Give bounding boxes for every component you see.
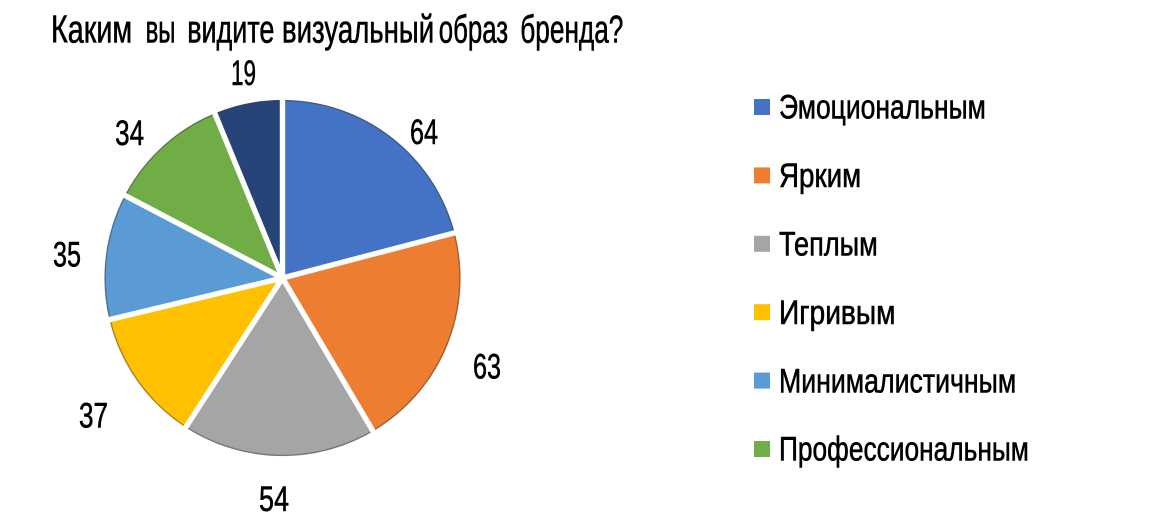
svg-text:видите: видите — [187, 9, 274, 52]
svg-text:37: 37 — [79, 396, 108, 436]
svg-text:Игривым: Игривым — [779, 293, 896, 331]
svg-text:вы: вы — [146, 7, 176, 50]
svg-text:Эмоциональным: Эмоциональным — [779, 89, 986, 127]
svg-text:54: 54 — [259, 480, 289, 519]
svg-text:63: 63 — [473, 348, 501, 387]
svg-text:34: 34 — [115, 113, 144, 153]
svg-text:Минималистичным: Минималистичным — [779, 362, 1016, 400]
svg-text:бренда?: бренда? — [520, 7, 623, 50]
svg-text:Теплым: Теплым — [779, 225, 878, 264]
svg-text:Ярким: Ярким — [779, 156, 861, 194]
svg-text:Каким: Каким — [51, 8, 132, 51]
svg-text:19: 19 — [231, 54, 256, 93]
svg-text:визуальный: визуальный — [282, 9, 434, 52]
svg-text:64: 64 — [410, 113, 438, 152]
svg-text:образ: образ — [439, 7, 508, 50]
svg-text:35: 35 — [53, 236, 81, 275]
svg-text:Профессиональным: Профессиональным — [779, 431, 1029, 469]
